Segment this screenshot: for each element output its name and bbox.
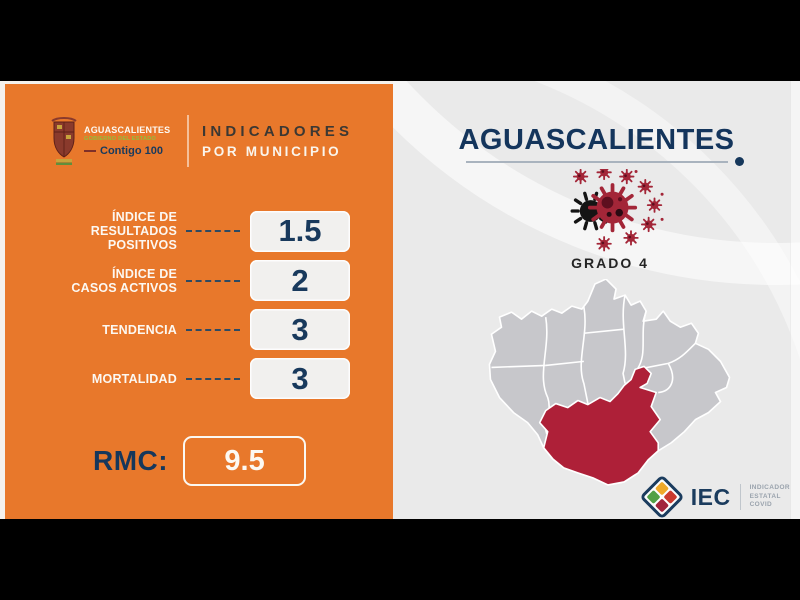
state-map [488,279,731,486]
coronavirus-icon [570,169,664,252]
indicator-label: ÍNDICE DE CASOS ACTIVOS [71,266,177,295]
grade-label: GRADO 4 [571,255,649,271]
header-divider [187,115,189,167]
page-title-line2: POR MUNICIPIO [202,144,342,159]
indicator-value: 3 [291,360,309,396]
gov-tagline: Contigo 100 [100,145,163,157]
indicator-row: TENDENCIA 3 [19,309,350,351]
rmc-label: RMC: [93,445,169,476]
gov-name: AGUASCALIENTES [84,125,171,135]
iec-logo: IEC INDICADOR ESTATAL COVID [639,474,790,519]
indicator-value: 1.5 [278,213,322,249]
rmc-value-box: 9.5 [183,436,307,486]
title-dot [734,157,744,166]
rmc-value: 9.5 [224,444,265,477]
indicator-rows: ÍNDICE DE RESULTADOS POSITIVOS 1.5 ÍNDIC… [19,210,350,407]
indicator-dashes [186,377,240,380]
indicators-panel: AGUASCALIENTES GOBIERNO DEL ESTADO Conti… [5,84,393,519]
gov-logo-text: AGUASCALIENTES GOBIERNO DEL ESTADO Conti… [84,125,178,157]
page-title: INDICADORES POR MUNICIPIO [202,123,353,159]
state-title: AGUASCALIENTES [458,124,735,156]
indicator-label: TENDENCIA [102,322,177,337]
video-frame: AGUASCALIENTES GOBIERNO DEL ESTADO Conti… [0,81,800,519]
indicator-value: 2 [291,262,309,298]
iec-diamond-icon [639,474,685,519]
tagline-dash [84,150,96,152]
indicator-value-box: 3 [250,358,350,400]
indicator-row: ÍNDICE DE CASOS ACTIVOS 2 [19,260,350,302]
state-title-block: AGUASCALIENTES [393,124,800,166]
gov-tagline-row: Contigo 100 [84,145,178,157]
page-title-line1: INDICADORES [202,123,354,140]
indicator-value-box: 1.5 [250,210,350,252]
iec-tagline: INDICADOR ESTATAL COVID [749,484,790,509]
indicator-row: ÍNDICE DE RESULTADOS POSITIVOS 1.5 [19,210,350,252]
main-virus [587,183,638,233]
indicator-dashes [186,279,240,282]
rmc-row: RMC: 9.5 [5,436,393,486]
iec-divider [739,484,741,510]
indicator-label: MORTALIDAD [91,371,177,386]
indicator-row: MORTALIDAD 3 [19,358,350,400]
indicator-dashes [186,230,240,233]
title-underline [465,157,744,166]
iec-name: IEC [690,483,731,510]
indicator-label: ÍNDICE DE RESULTADOS POSITIVOS [90,210,177,253]
right-edge-strip [790,81,800,519]
state-coat-of-arms-icon [51,117,77,165]
indicator-value-box: 2 [250,260,350,302]
indicator-value: 3 [291,311,309,347]
indicator-value-box: 3 [250,309,350,351]
gov-subtitle: GOBIERNO DEL ESTADO [84,136,157,142]
map-municipality-highlight [538,365,662,486]
state-panel: AGUASCALIENTES [393,81,800,519]
indicator-dashes [186,328,240,331]
panel-header: AGUASCALIENTES GOBIERNO DEL ESTADO Conti… [51,114,353,168]
